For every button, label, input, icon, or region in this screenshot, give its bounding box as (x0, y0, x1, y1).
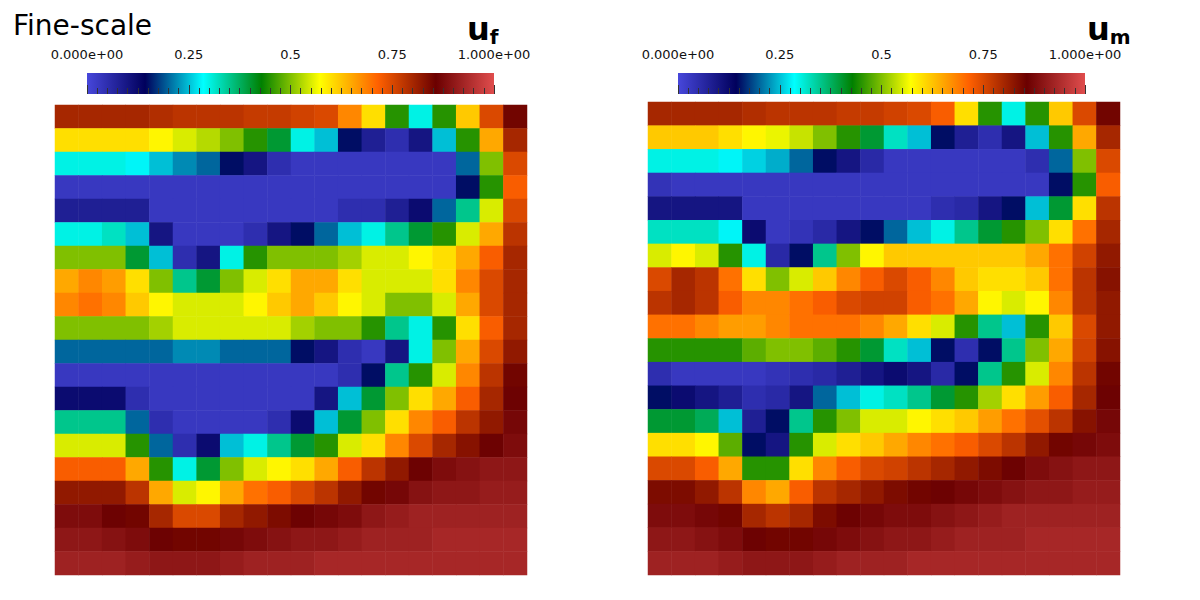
svg-text:0.000e+00: 0.000e+00 (642, 47, 715, 62)
svg-text:f: f (490, 25, 499, 49)
svg-text:1.000e+00: 1.000e+00 (1049, 47, 1122, 62)
svg-text:u: u (1087, 10, 1110, 48)
svg-text:Fine-scale: Fine-scale (13, 9, 152, 42)
svg-text:1.000e+00: 1.000e+00 (458, 47, 531, 62)
svg-text:0.75: 0.75 (969, 47, 998, 62)
svg-text:m: m (1110, 25, 1131, 49)
svg-text:0.25: 0.25 (174, 47, 203, 62)
svg-text:0.75: 0.75 (378, 47, 407, 62)
svg-text:0.5: 0.5 (871, 47, 892, 62)
svg-text:u: u (467, 10, 490, 48)
svg-text:0.5: 0.5 (280, 47, 301, 62)
svg-text:0.25: 0.25 (765, 47, 794, 62)
svg-text:0.000e+00: 0.000e+00 (51, 47, 124, 62)
